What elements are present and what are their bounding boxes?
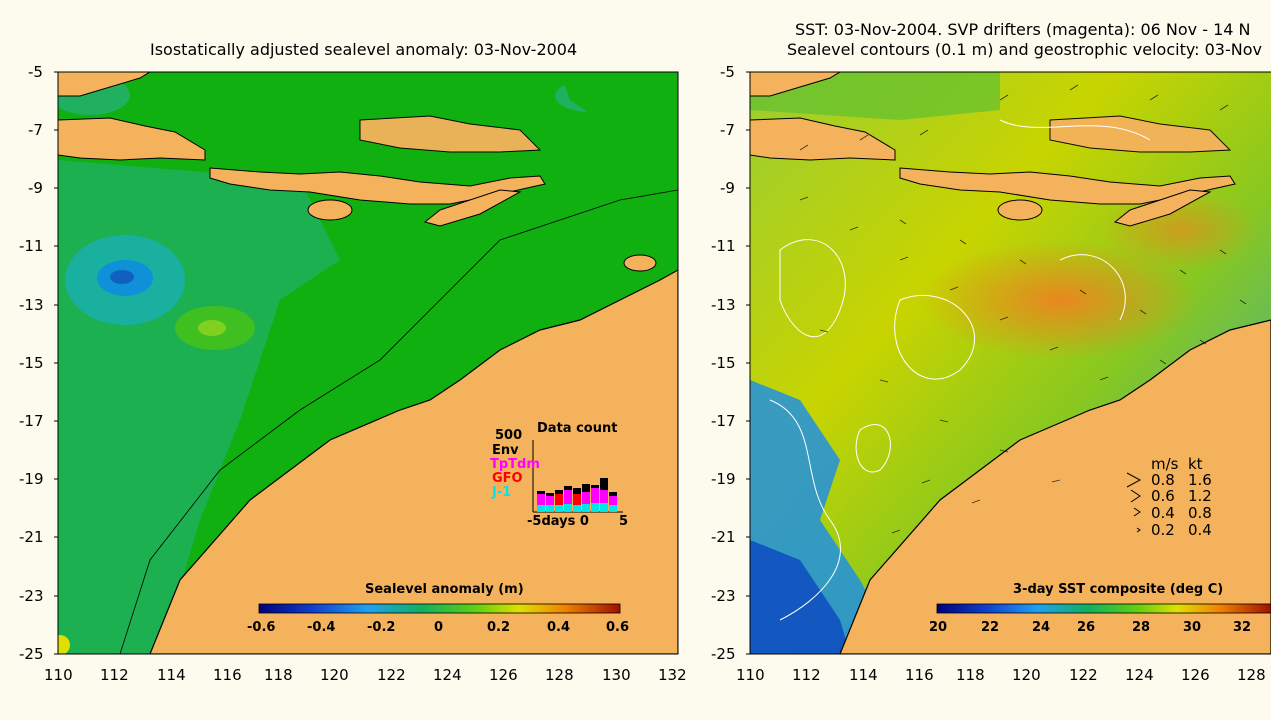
right-colorbar-tick: 32	[1233, 620, 1252, 635]
speed-legend-ms: 0.6	[1151, 487, 1175, 505]
speed-legend-kt: 1.2	[1188, 487, 1212, 505]
speed-legend-ms: 0.4	[1151, 504, 1175, 522]
right-colorbar	[936, 603, 1271, 614]
left-xtick: 122	[377, 666, 406, 684]
left-colorbar-tick: -0.4	[307, 620, 336, 635]
left-map-title: Isostatically adjusted sealevel anomaly:…	[150, 40, 578, 59]
left-colorbar	[258, 603, 621, 614]
left-xtick: 120	[320, 666, 349, 684]
right-xtick: 112	[792, 666, 821, 684]
right-xtick: 126	[1181, 666, 1210, 684]
speed-legend-arrows	[1126, 472, 1142, 533]
inset-title: Data count	[537, 421, 618, 436]
inset-xend: 5	[619, 514, 629, 529]
right-xtick: 110	[736, 666, 765, 684]
data-count-histogram	[532, 440, 623, 513]
speed-legend-kt: 0.4	[1188, 521, 1212, 539]
right-map-title-line2: Sealevel contours (0.1 m) and geostrophi…	[787, 40, 1262, 59]
left-xtick: 132	[658, 666, 687, 684]
right-ytick: -25	[711, 645, 736, 663]
right-xtick: 118	[956, 666, 985, 684]
right-ytick: -21	[711, 528, 736, 546]
left-ytick: -25	[19, 645, 44, 663]
right-ytick: -5	[720, 63, 735, 81]
inset-max-label: 500	[495, 428, 523, 443]
right-colorbar-tick: 26	[1077, 620, 1096, 635]
left-xtick: 130	[602, 666, 631, 684]
left-ytick: -21	[19, 528, 44, 546]
left-ytick: -7	[28, 121, 43, 139]
left-xtick: 126	[489, 666, 518, 684]
left-xtick: 118	[264, 666, 293, 684]
right-xtick: 124	[1125, 666, 1154, 684]
left-colorbar-title: Sealevel anomaly (m)	[365, 582, 524, 597]
inset-legend-env: Env	[492, 443, 519, 458]
left-ytick: -19	[19, 470, 44, 488]
right-ytick: -23	[711, 587, 736, 605]
left-colorbar-tick: 0	[434, 620, 444, 635]
left-map-field	[58, 72, 678, 654]
right-ytick: -9	[720, 179, 735, 197]
right-colorbar-tick: 20	[929, 620, 948, 635]
left-ytick: -11	[19, 237, 44, 255]
right-ytick: -15	[711, 354, 736, 372]
right-xtick: 120	[1012, 666, 1041, 684]
left-xtick: 128	[545, 666, 574, 684]
left-colorbar-tick: 0.4	[547, 620, 571, 635]
speed-legend-ms: 0.8	[1151, 471, 1175, 489]
left-xtick: 110	[44, 666, 73, 684]
left-ytick: -9	[28, 179, 43, 197]
left-colorbar-tick: 0.6	[606, 620, 630, 635]
right-colorbar-tick: 28	[1132, 620, 1151, 635]
left-ytick: -17	[19, 412, 44, 430]
speed-legend-kt: 0.8	[1188, 504, 1212, 522]
inset-legend-tptdm: TpTdm	[490, 457, 540, 472]
right-map-title-line1: SST: 03-Nov-2004. SVP drifters (magenta)…	[795, 20, 1251, 39]
right-colorbar-tick: 30	[1183, 620, 1202, 635]
left-ytick: -15	[19, 354, 44, 372]
inset-legend-j1: J-1	[492, 485, 512, 500]
right-map-field	[750, 72, 1271, 654]
right-ytick: -7	[720, 121, 735, 139]
speed-legend-header-ms: m/s	[1151, 455, 1179, 473]
right-colorbar-tick: 22	[981, 620, 1000, 635]
inset-xlabel: -5days 0	[527, 514, 589, 529]
speed-legend-kt: 1.6	[1188, 471, 1212, 489]
left-colorbar-tick: -0.6	[247, 620, 276, 635]
right-ytick: -19	[711, 470, 736, 488]
left-xtick: 124	[433, 666, 462, 684]
right-colorbar-title: 3-day SST composite (deg C)	[1013, 582, 1224, 597]
right-ytick: -13	[711, 296, 736, 314]
right-xtick: 128	[1237, 666, 1266, 684]
left-colorbar-tick: -0.2	[367, 620, 396, 635]
right-xtick: 116	[905, 666, 934, 684]
right-colorbar-tick: 24	[1032, 620, 1051, 635]
left-ytick: -13	[19, 296, 44, 314]
right-ytick: -11	[711, 237, 736, 255]
speed-legend-ms: 0.2	[1151, 521, 1175, 539]
left-xtick: 112	[100, 666, 129, 684]
left-xtick: 114	[157, 666, 186, 684]
right-xtick: 114	[849, 666, 878, 684]
speed-legend-header-kt: kt	[1188, 455, 1203, 473]
left-colorbar-tick: 0.2	[487, 620, 511, 635]
inset-legend-gfo: GFO	[492, 471, 523, 486]
left-xtick: 116	[213, 666, 242, 684]
left-ytick: -5	[28, 63, 43, 81]
right-xtick: 122	[1069, 666, 1098, 684]
left-ytick: -23	[19, 587, 44, 605]
right-ytick: -17	[711, 412, 736, 430]
